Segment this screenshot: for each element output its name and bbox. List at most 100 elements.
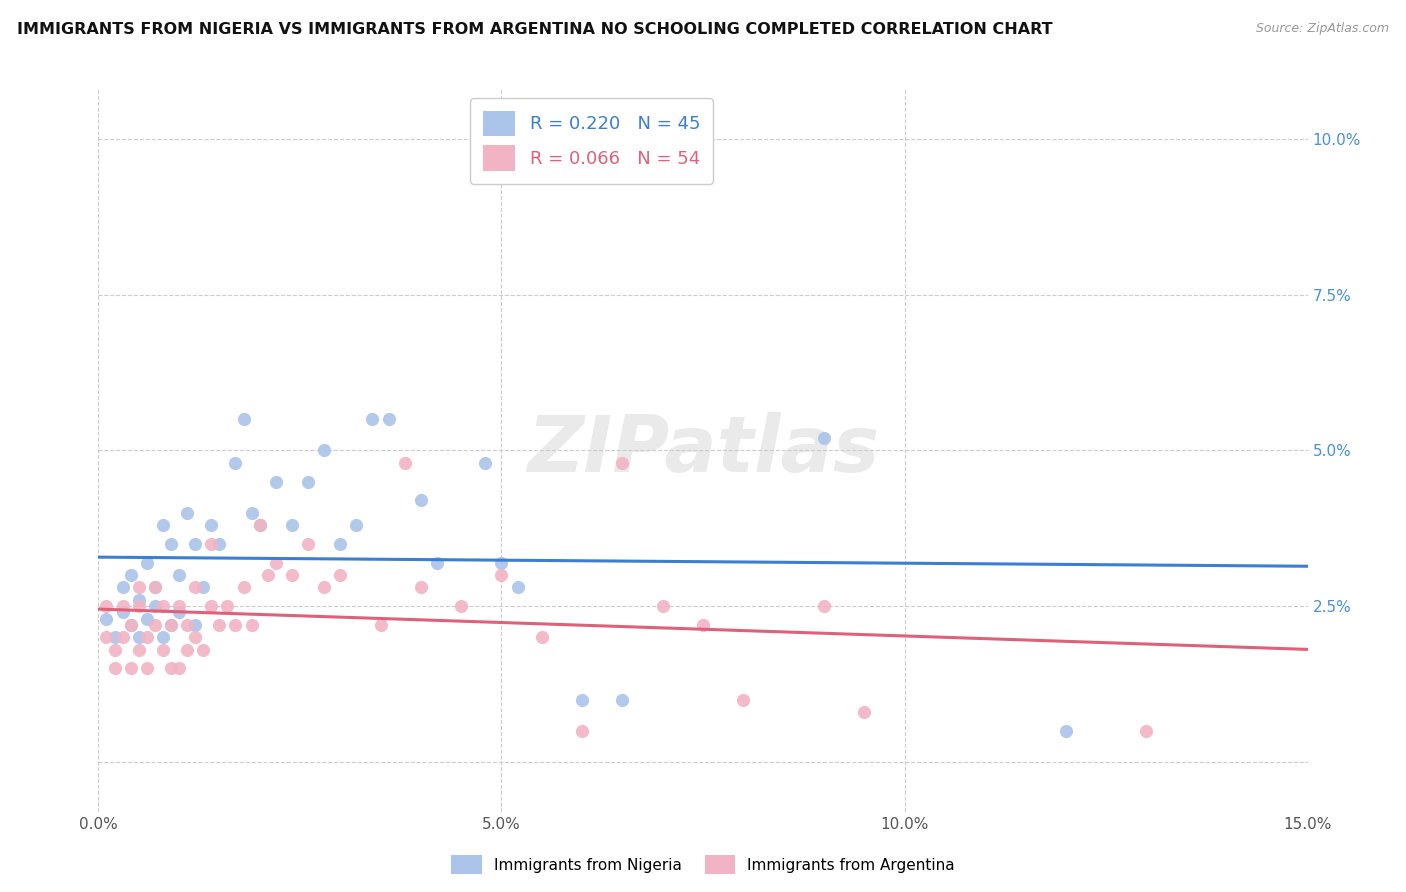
- Point: [612, 456, 634, 470]
- Point: [167, 661, 190, 675]
- Point: [128, 599, 150, 614]
- Point: [232, 412, 254, 426]
- Point: [120, 661, 142, 675]
- Point: [281, 568, 304, 582]
- Point: [152, 518, 174, 533]
- Point: [184, 618, 207, 632]
- Point: [152, 630, 174, 644]
- Point: [103, 661, 125, 675]
- Point: [813, 431, 835, 445]
- Point: [612, 692, 634, 706]
- Point: [135, 612, 157, 626]
- Point: [264, 556, 287, 570]
- Point: [297, 475, 319, 489]
- Point: [200, 537, 222, 551]
- Point: [1054, 723, 1077, 738]
- Point: [853, 705, 876, 719]
- Point: [160, 618, 183, 632]
- Point: [143, 581, 166, 595]
- Point: [409, 581, 432, 595]
- Point: [120, 618, 142, 632]
- Point: [813, 599, 835, 614]
- Point: [1135, 723, 1157, 738]
- Point: [111, 599, 134, 614]
- Point: [240, 506, 263, 520]
- Point: [167, 599, 190, 614]
- Point: [128, 581, 150, 595]
- Point: [571, 692, 593, 706]
- Legend: R = 0.220   N = 45, R = 0.066   N = 54: R = 0.220 N = 45, R = 0.066 N = 54: [470, 98, 713, 184]
- Point: [96, 599, 118, 614]
- Point: [111, 606, 134, 620]
- Point: [200, 599, 222, 614]
- Point: [409, 493, 432, 508]
- Point: [224, 456, 246, 470]
- Point: [120, 618, 142, 632]
- Text: Source: ZipAtlas.com: Source: ZipAtlas.com: [1256, 22, 1389, 36]
- Text: IMMIGRANTS FROM NIGERIA VS IMMIGRANTS FROM ARGENTINA NO SCHOOLING COMPLETED CORR: IMMIGRANTS FROM NIGERIA VS IMMIGRANTS FR…: [17, 22, 1053, 37]
- Point: [103, 642, 125, 657]
- Point: [176, 618, 198, 632]
- Point: [200, 518, 222, 533]
- Point: [184, 537, 207, 551]
- Text: ZIPatlas: ZIPatlas: [527, 412, 879, 489]
- Point: [167, 606, 190, 620]
- Point: [281, 518, 304, 533]
- Point: [96, 630, 118, 644]
- Point: [103, 630, 125, 644]
- Point: [426, 556, 449, 570]
- Point: [167, 568, 190, 582]
- Point: [394, 456, 416, 470]
- Point: [571, 723, 593, 738]
- Point: [143, 618, 166, 632]
- Point: [491, 568, 513, 582]
- Point: [143, 599, 166, 614]
- Point: [232, 581, 254, 595]
- Point: [143, 581, 166, 595]
- Point: [370, 618, 392, 632]
- Point: [128, 630, 150, 644]
- Point: [120, 568, 142, 582]
- Point: [176, 642, 198, 657]
- Point: [249, 518, 271, 533]
- Point: [217, 599, 239, 614]
- Point: [135, 556, 157, 570]
- Point: [314, 581, 336, 595]
- Point: [474, 456, 496, 470]
- Point: [344, 518, 367, 533]
- Point: [240, 618, 263, 632]
- Point: [377, 412, 399, 426]
- Point: [111, 581, 134, 595]
- Point: [733, 692, 755, 706]
- Point: [184, 581, 207, 595]
- Point: [135, 661, 157, 675]
- Point: [111, 630, 134, 644]
- Point: [193, 642, 215, 657]
- Point: [692, 618, 714, 632]
- Point: [193, 581, 215, 595]
- Point: [152, 642, 174, 657]
- Point: [491, 556, 513, 570]
- Point: [224, 618, 246, 632]
- Point: [135, 630, 157, 644]
- Point: [256, 568, 278, 582]
- Point: [160, 618, 183, 632]
- Point: [651, 599, 673, 614]
- Point: [176, 506, 198, 520]
- Point: [450, 599, 472, 614]
- Point: [128, 593, 150, 607]
- Point: [314, 443, 336, 458]
- Point: [160, 537, 183, 551]
- Point: [264, 475, 287, 489]
- Point: [297, 537, 319, 551]
- Point: [96, 612, 118, 626]
- Point: [152, 599, 174, 614]
- Point: [160, 661, 183, 675]
- Point: [361, 412, 384, 426]
- Point: [249, 518, 271, 533]
- Point: [208, 618, 231, 632]
- Legend: Immigrants from Nigeria, Immigrants from Argentina: Immigrants from Nigeria, Immigrants from…: [444, 849, 962, 880]
- Point: [128, 642, 150, 657]
- Point: [208, 537, 231, 551]
- Point: [530, 630, 553, 644]
